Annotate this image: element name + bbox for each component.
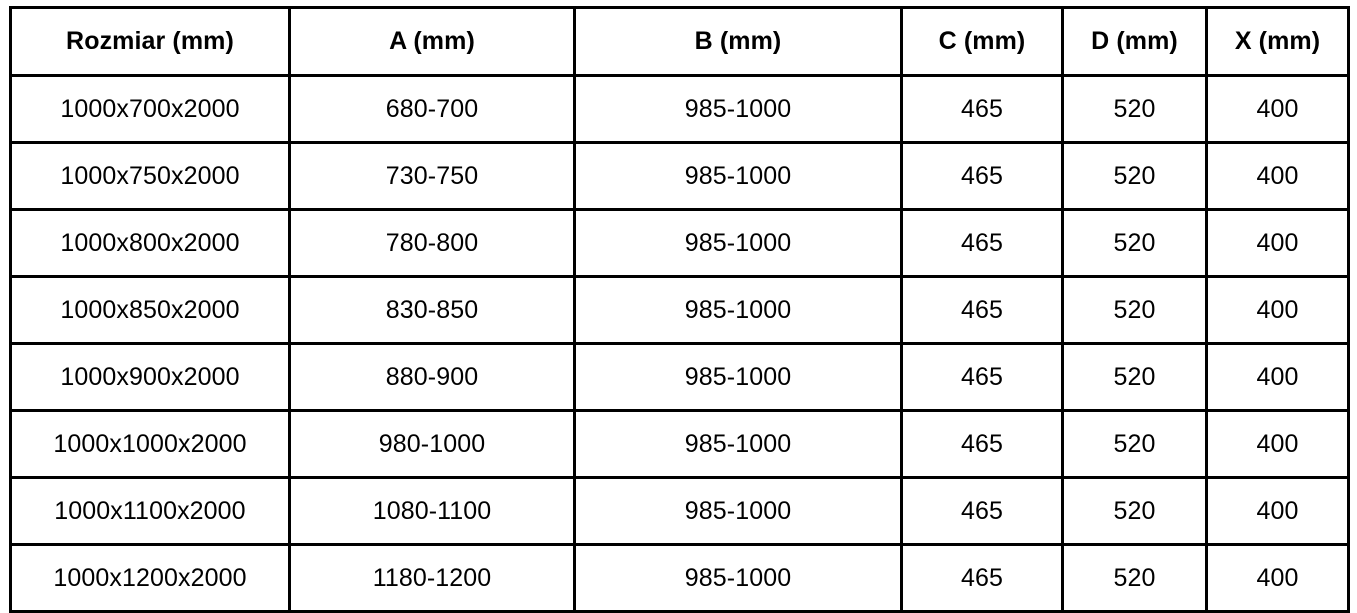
specification-table-container: Rozmiar (mm) A (mm) B (mm) C (mm) D (mm) X (m… [9, 6, 1350, 613]
cell-a: 830-850 [288, 275, 576, 345]
cell-x: 400 [1205, 476, 1350, 546]
column-header-b: B (mm) [573, 6, 903, 77]
table-row: 1000x1000x2000 980-1000 985-1000 465 520 400 [9, 409, 1350, 479]
cell-a: 980-1000 [288, 409, 576, 479]
cell-a: 780-800 [288, 208, 576, 278]
cell-a: 680-700 [288, 74, 576, 144]
cell-x: 400 [1205, 409, 1350, 479]
table-row: 1000x900x2000 880-900 985-1000 465 520 400 [9, 342, 1350, 412]
cell-d: 520 [1061, 74, 1208, 144]
cell-x: 400 [1205, 543, 1350, 613]
cell-b: 985-1000 [573, 208, 903, 278]
table-row: 1000x850x2000 830-850 985-1000 465 520 400 [9, 275, 1350, 345]
table-header-row: Rozmiar (mm) A (mm) B (mm) C (mm) D (mm) X (m… [9, 6, 1350, 77]
cell-c: 465 [900, 342, 1064, 412]
cell-rozmiar: 1000x700x2000 [9, 74, 291, 144]
cell-c: 465 [900, 208, 1064, 278]
table-header: Rozmiar (mm) A (mm) B (mm) C (mm) D (mm) X (m… [9, 6, 1350, 77]
table-row: 1000x1200x2000 1180-1200 985-1000 465 520 400 [9, 543, 1350, 613]
cell-d: 520 [1061, 543, 1208, 613]
cell-rozmiar: 1000x800x2000 [9, 208, 291, 278]
specification-table: Rozmiar (mm) A (mm) B (mm) C (mm) D (mm) X (m… [9, 6, 1350, 613]
column-header-d: D (mm) [1061, 6, 1208, 77]
cell-c: 465 [900, 409, 1064, 479]
cell-c: 465 [900, 476, 1064, 546]
cell-rozmiar: 1000x1100x2000 [9, 476, 291, 546]
cell-a: 1080-1100 [288, 476, 576, 546]
column-header-a: A (mm) [288, 6, 576, 77]
cell-x: 400 [1205, 275, 1350, 345]
cell-b: 985-1000 [573, 342, 903, 412]
cell-rozmiar: 1000x1200x2000 [9, 543, 291, 613]
cell-c: 465 [900, 543, 1064, 613]
column-header-c: C (mm) [900, 6, 1064, 77]
cell-c: 465 [900, 275, 1064, 345]
cell-rozmiar: 1000x900x2000 [9, 342, 291, 412]
cell-x: 400 [1205, 208, 1350, 278]
cell-a: 730-750 [288, 141, 576, 211]
cell-rozmiar: 1000x750x2000 [9, 141, 291, 211]
cell-x: 400 [1205, 74, 1350, 144]
table-row: 1000x700x2000 680-700 985-1000 465 520 400 [9, 74, 1350, 144]
cell-a: 880-900 [288, 342, 576, 412]
cell-b: 985-1000 [573, 141, 903, 211]
cell-rozmiar: 1000x1000x2000 [9, 409, 291, 479]
cell-d: 520 [1061, 275, 1208, 345]
table-row: 1000x1100x2000 1080-1100 985-1000 465 520 400 [9, 476, 1350, 546]
table-body: 1000x700x2000 680-700 985-1000 465 520 400 100… [9, 74, 1350, 613]
cell-b: 985-1000 [573, 476, 903, 546]
cell-d: 520 [1061, 141, 1208, 211]
cell-b: 985-1000 [573, 409, 903, 479]
cell-x: 400 [1205, 141, 1350, 211]
cell-x: 400 [1205, 342, 1350, 412]
cell-a: 1180-1200 [288, 543, 576, 613]
cell-b: 985-1000 [573, 543, 903, 613]
table-row: 1000x800x2000 780-800 985-1000 465 520 400 [9, 208, 1350, 278]
cell-b: 985-1000 [573, 275, 903, 345]
cell-d: 520 [1061, 208, 1208, 278]
column-header-x: X (mm) [1205, 6, 1350, 77]
cell-d: 520 [1061, 409, 1208, 479]
cell-c: 465 [900, 74, 1064, 144]
cell-d: 520 [1061, 476, 1208, 546]
cell-c: 465 [900, 141, 1064, 211]
cell-d: 520 [1061, 342, 1208, 412]
table-row: 1000x750x2000 730-750 985-1000 465 520 400 [9, 141, 1350, 211]
cell-b: 985-1000 [573, 74, 903, 144]
cell-rozmiar: 1000x850x2000 [9, 275, 291, 345]
column-header-rozmiar: Rozmiar (mm) [9, 6, 291, 77]
